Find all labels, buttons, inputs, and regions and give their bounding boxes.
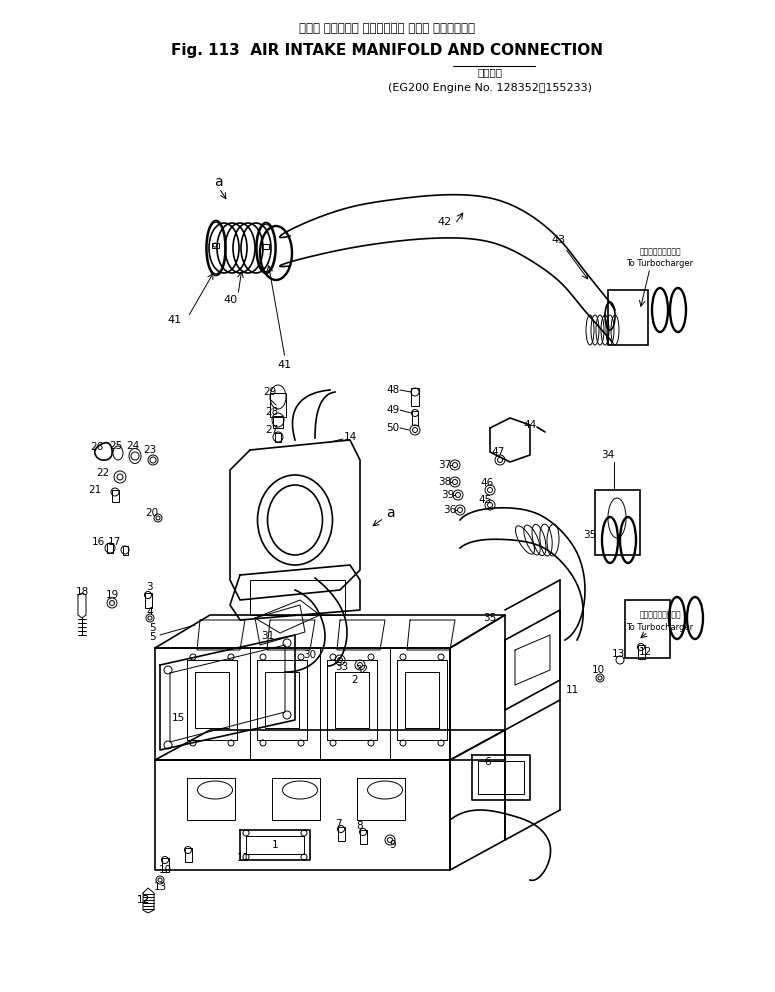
Text: 3: 3: [146, 582, 153, 592]
Text: 5: 5: [150, 632, 157, 642]
Text: 41: 41: [278, 360, 292, 370]
Text: 11: 11: [566, 685, 579, 695]
Text: 49: 49: [387, 405, 400, 415]
Text: 適用号機: 適用号機: [477, 67, 502, 77]
Text: a: a: [386, 506, 394, 520]
Bar: [360, 830, 367, 844]
Bar: [107, 543, 113, 553]
Text: 27: 27: [265, 425, 279, 435]
Text: 9: 9: [390, 840, 396, 850]
Bar: [185, 848, 192, 862]
Text: 24: 24: [126, 441, 140, 451]
Bar: [250, 580, 345, 615]
Bar: [275, 433, 281, 442]
Text: 8: 8: [356, 821, 363, 831]
Bar: [123, 546, 128, 555]
Text: 25: 25: [109, 441, 122, 451]
Bar: [273, 416, 283, 428]
Text: 32: 32: [356, 665, 369, 675]
Text: 50: 50: [387, 423, 400, 433]
Text: 4: 4: [146, 607, 153, 617]
Text: 22: 22: [96, 468, 109, 478]
Bar: [262, 244, 269, 249]
Text: 48: 48: [387, 385, 400, 395]
Text: 12: 12: [639, 647, 652, 657]
Text: 2: 2: [352, 675, 358, 685]
Bar: [162, 858, 169, 872]
Text: Fig. 113  AIR INTAKE MANIFOLD AND CONNECTION: Fig. 113 AIR INTAKE MANIFOLD AND CONNECT…: [171, 43, 603, 58]
Bar: [412, 411, 418, 425]
Text: 33: 33: [336, 662, 349, 672]
Text: 39: 39: [442, 490, 455, 500]
Text: 10: 10: [158, 865, 171, 875]
Bar: [608, 290, 648, 345]
Text: 13: 13: [153, 882, 167, 892]
Text: 26: 26: [91, 442, 104, 452]
Text: 11: 11: [236, 853, 250, 863]
Text: 38: 38: [439, 477, 452, 487]
Text: 18: 18: [75, 587, 88, 597]
Text: 5: 5: [149, 623, 155, 633]
Text: 21: 21: [88, 485, 102, 495]
Text: 44: 44: [523, 420, 536, 430]
Text: 47: 47: [491, 447, 505, 457]
Bar: [625, 600, 670, 658]
Text: a: a: [214, 175, 222, 189]
Text: 30: 30: [304, 650, 316, 660]
Text: 45: 45: [478, 495, 491, 505]
Text: 6: 6: [484, 757, 491, 767]
Text: 35: 35: [484, 613, 497, 623]
Text: 1: 1: [272, 840, 278, 850]
Text: 13: 13: [611, 649, 625, 659]
Text: 12: 12: [136, 895, 150, 905]
Text: ターボチャージャへ: ターボチャージャへ: [639, 247, 680, 257]
Bar: [270, 393, 286, 417]
Text: ターボチャージャへ: ターボチャージャへ: [639, 610, 680, 619]
Bar: [112, 490, 119, 502]
Text: 14: 14: [343, 432, 356, 442]
Text: 40: 40: [223, 295, 237, 305]
Text: 41: 41: [168, 315, 182, 325]
Text: 15: 15: [171, 713, 184, 723]
Text: 19: 19: [105, 590, 119, 600]
Text: 43: 43: [551, 235, 565, 245]
Text: 46: 46: [480, 478, 494, 488]
Text: エアー インテーク マニホールド および コネクション: エアー インテーク マニホールド および コネクション: [299, 22, 475, 35]
Text: 28: 28: [265, 407, 279, 417]
Text: 7: 7: [335, 819, 341, 829]
Text: 12: 12: [136, 895, 150, 905]
Text: 34: 34: [601, 450, 615, 460]
Bar: [338, 827, 345, 841]
Text: 42: 42: [438, 217, 452, 227]
Text: 37: 37: [439, 460, 452, 470]
Text: 31: 31: [261, 631, 274, 641]
Text: To Turbocharger: To Turbocharger: [626, 623, 694, 632]
Text: To Turbocharger: To Turbocharger: [626, 259, 694, 268]
Text: (EG200 Engine No. 128352〜155233): (EG200 Engine No. 128352〜155233): [388, 83, 592, 93]
Text: 10: 10: [591, 665, 604, 675]
Bar: [638, 645, 645, 659]
Bar: [595, 490, 640, 555]
Text: 17: 17: [108, 537, 121, 547]
Text: 20: 20: [146, 508, 159, 518]
Text: 35: 35: [584, 530, 597, 540]
Bar: [411, 388, 419, 406]
Bar: [145, 593, 152, 608]
Text: 23: 23: [143, 445, 157, 455]
Text: 16: 16: [91, 537, 105, 547]
Bar: [212, 243, 219, 248]
Text: 29: 29: [264, 387, 277, 397]
Text: 36: 36: [443, 505, 456, 515]
